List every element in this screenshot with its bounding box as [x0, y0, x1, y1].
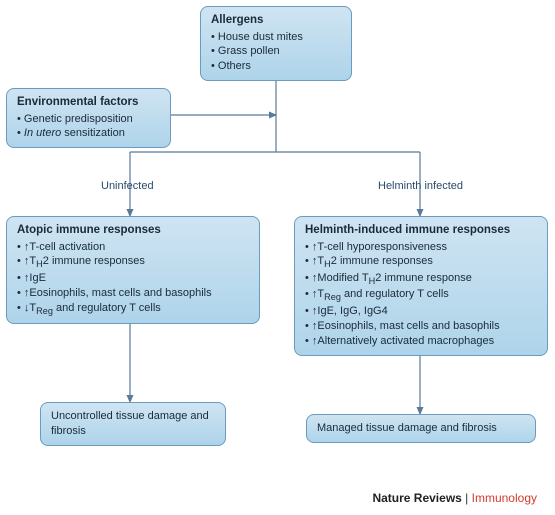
env-item: Genetic predisposition — [17, 112, 160, 127]
helminth-item: Alternatively activated macrophages — [305, 334, 537, 349]
label-uninfected: Uninfected — [101, 180, 154, 192]
box-env: Environmental factorsGenetic predisposit… — [6, 88, 171, 148]
atopic-item: TH2 immune responses — [17, 254, 249, 271]
box-helminth: Helminth-induced immune responsesT-cell … — [294, 216, 548, 356]
label-infected: Helminth infected — [378, 180, 463, 192]
helminth-title: Helminth-induced immune responses — [305, 223, 537, 239]
box-allergens: AllergensHouse dust mitesGrass pollenOth… — [200, 6, 352, 81]
box-outcome-left: Uncontrolled tissue damage and fibrosis — [40, 402, 226, 446]
helminth-item: TReg and regulatory T cells — [305, 287, 537, 304]
allergens-item: Others — [211, 59, 341, 74]
credit-line: Nature Reviews | Immunology — [372, 491, 537, 505]
atopic-title: Atopic immune responses — [17, 223, 249, 239]
atopic-item: IgE — [17, 271, 249, 286]
atopic-item: TReg and regulatory T cells — [17, 301, 249, 318]
allergens-item: Grass pollen — [211, 44, 341, 59]
credit-sep: | — [462, 491, 472, 505]
credit-brand: Nature Reviews — [372, 491, 461, 505]
env-item: In utero sensitization — [17, 126, 160, 141]
helminth-item: Eosinophils, mast cells and basophils — [305, 319, 537, 334]
atopic-item: Eosinophils, mast cells and basophils — [17, 286, 249, 301]
helminth-item: IgE, IgG, IgG4 — [305, 304, 537, 319]
helminth-item: T-cell hyporesponsiveness — [305, 240, 537, 255]
helminth-item: TH2 immune responses — [305, 254, 537, 271]
box-atopic: Atopic immune responsesT-cell activation… — [6, 216, 260, 324]
outcome-right-text: Managed tissue damage and fibrosis — [317, 421, 525, 436]
outcome-left-text: Uncontrolled tissue damage and fibrosis — [51, 409, 215, 439]
box-outcome-right: Managed tissue damage and fibrosis — [306, 414, 536, 443]
allergens-item: House dust mites — [211, 30, 341, 45]
allergens-title: Allergens — [211, 13, 341, 29]
env-title: Environmental factors — [17, 95, 160, 111]
atopic-item: T-cell activation — [17, 240, 249, 255]
helminth-item: Modified TH2 immune response — [305, 271, 537, 288]
credit-journal: Immunology — [472, 491, 537, 505]
